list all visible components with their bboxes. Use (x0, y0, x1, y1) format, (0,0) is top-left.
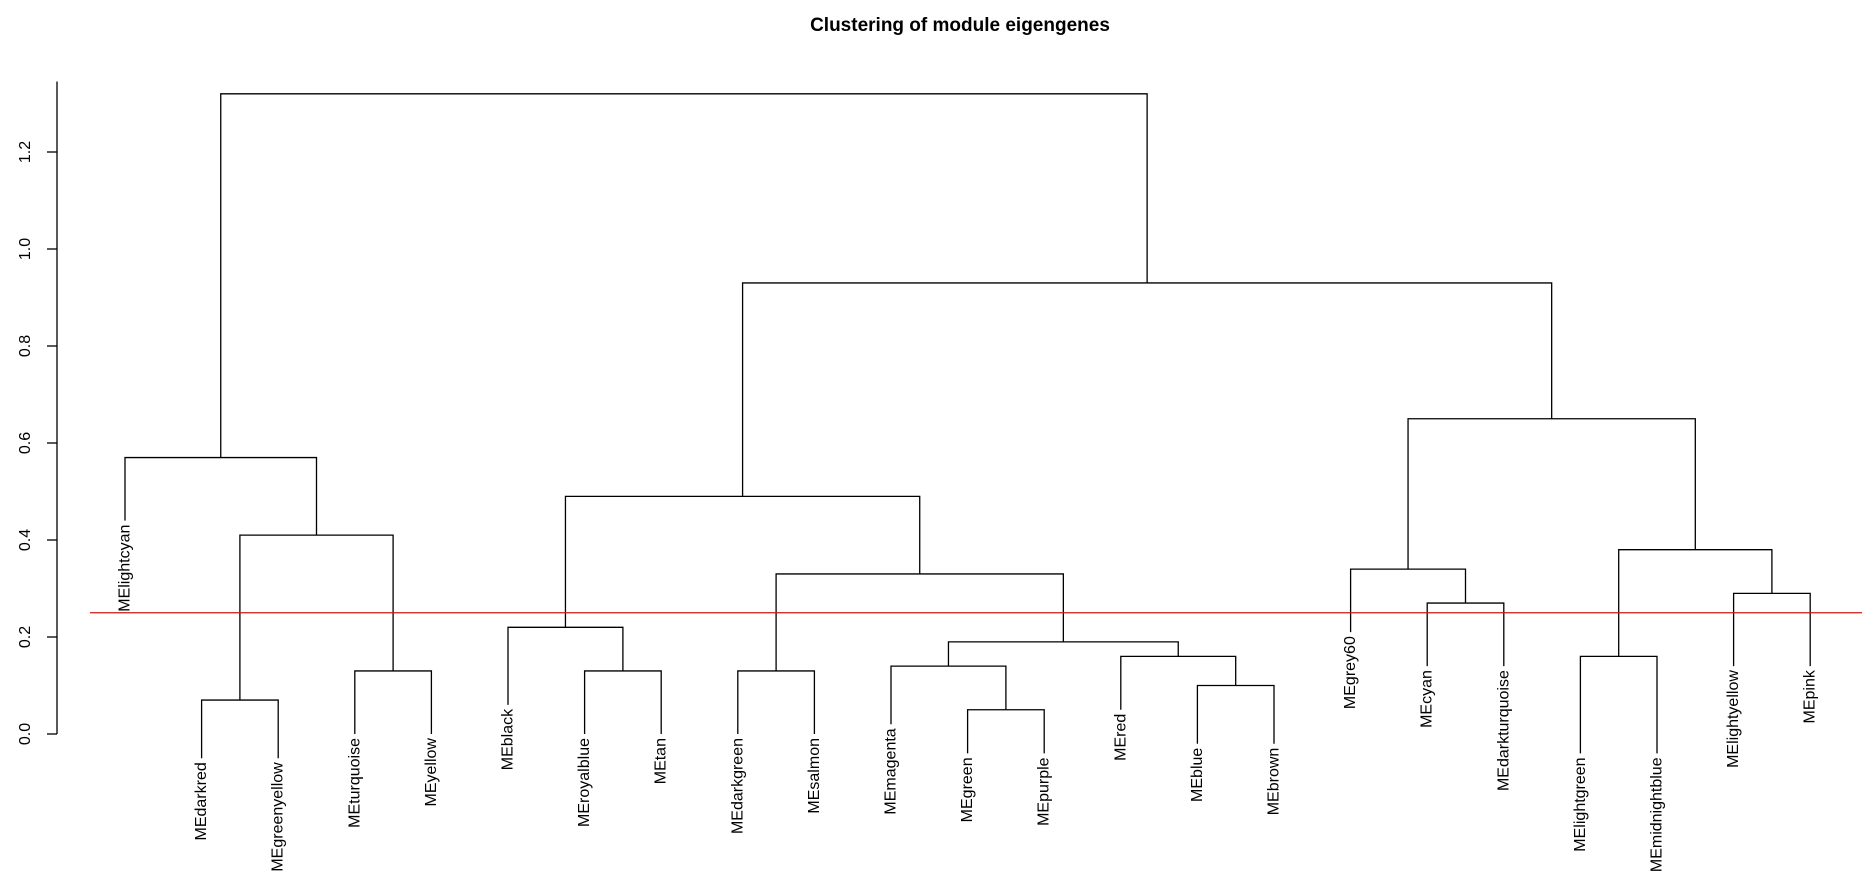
leaf-label: MEsalmon (806, 738, 823, 814)
leaf-label: MElightyellow (1725, 670, 1742, 768)
leaf-label: MEblue (1189, 748, 1206, 802)
leaf-label: MEbrown (1266, 748, 1283, 816)
cluster-merge (1196, 684, 1275, 744)
leaf-label: MEred (1112, 714, 1129, 761)
cluster-merge (354, 670, 433, 734)
cluster-merge (220, 93, 1148, 458)
cluster-merge (200, 699, 279, 759)
cluster-merge (1120, 655, 1237, 710)
dendrogram-links (124, 93, 1811, 759)
cluster-merge (741, 282, 1553, 497)
cluster-merge (1349, 568, 1467, 633)
leaf-label: MEblack (500, 708, 517, 770)
leaf-label: MEturquoise (346, 738, 363, 828)
cluster-merge (775, 573, 1064, 671)
leaf-label: MEpink (1802, 669, 1819, 723)
cluster-merge (1732, 592, 1811, 667)
chart-title: Clustering of module eigengenes (810, 15, 1110, 36)
cluster-merge (507, 626, 624, 705)
leaf-label: MEmidnightblue (1649, 757, 1666, 872)
cluster-merge (124, 456, 318, 536)
leaf-label: MElightcyan (117, 525, 134, 612)
y-tick-label: 0.8 (17, 335, 34, 357)
cluster-merge (737, 670, 816, 734)
leaf-label: MEroyalblue (576, 738, 593, 827)
y-tick-label: 0.4 (17, 529, 34, 551)
y-tick-label: 1.0 (17, 238, 34, 260)
leaf-label: MEmagenta (883, 728, 900, 814)
cluster-merge (966, 709, 1045, 754)
y-axis: 0.0 0.2 0.4 0.6 0.8 1.0 1.2 (17, 81, 58, 745)
leaf-label: MEdarkred (193, 762, 210, 840)
cluster-merge (947, 641, 1179, 667)
y-tick-label: 1.2 (17, 141, 34, 163)
leaf-label: MEgreen (959, 757, 976, 822)
cluster-merge (564, 495, 921, 628)
cluster-merge (239, 534, 394, 701)
leaf-label: MEpurple (1036, 757, 1053, 826)
leaf-label: MEyellow (423, 738, 440, 807)
leaf-label: MElightgreen (1572, 757, 1589, 851)
y-tick-label: 0.6 (17, 432, 34, 454)
y-tick-label: 0.0 (17, 723, 34, 745)
cluster-merge (1407, 418, 1696, 570)
leaf-label: MEcyan (1419, 670, 1436, 728)
leaf-labels: MElightcyan MEdarkred MEgreenyellow MEturqu… (117, 525, 1819, 873)
leaf-label: MEgreenyellow (270, 762, 287, 872)
cluster-merge (583, 670, 662, 734)
leaf-label: MEdarkgreen (729, 738, 746, 834)
cluster-merge (1579, 655, 1658, 754)
leaf-label: MEtan (653, 738, 670, 784)
y-tick-label: 0.2 (17, 626, 34, 648)
leaf-label: MEdarkturquoise (1495, 670, 1512, 791)
cluster-merge (1618, 549, 1773, 657)
cluster-merge (890, 665, 1007, 725)
leaf-label: MEgrey60 (1342, 636, 1359, 709)
